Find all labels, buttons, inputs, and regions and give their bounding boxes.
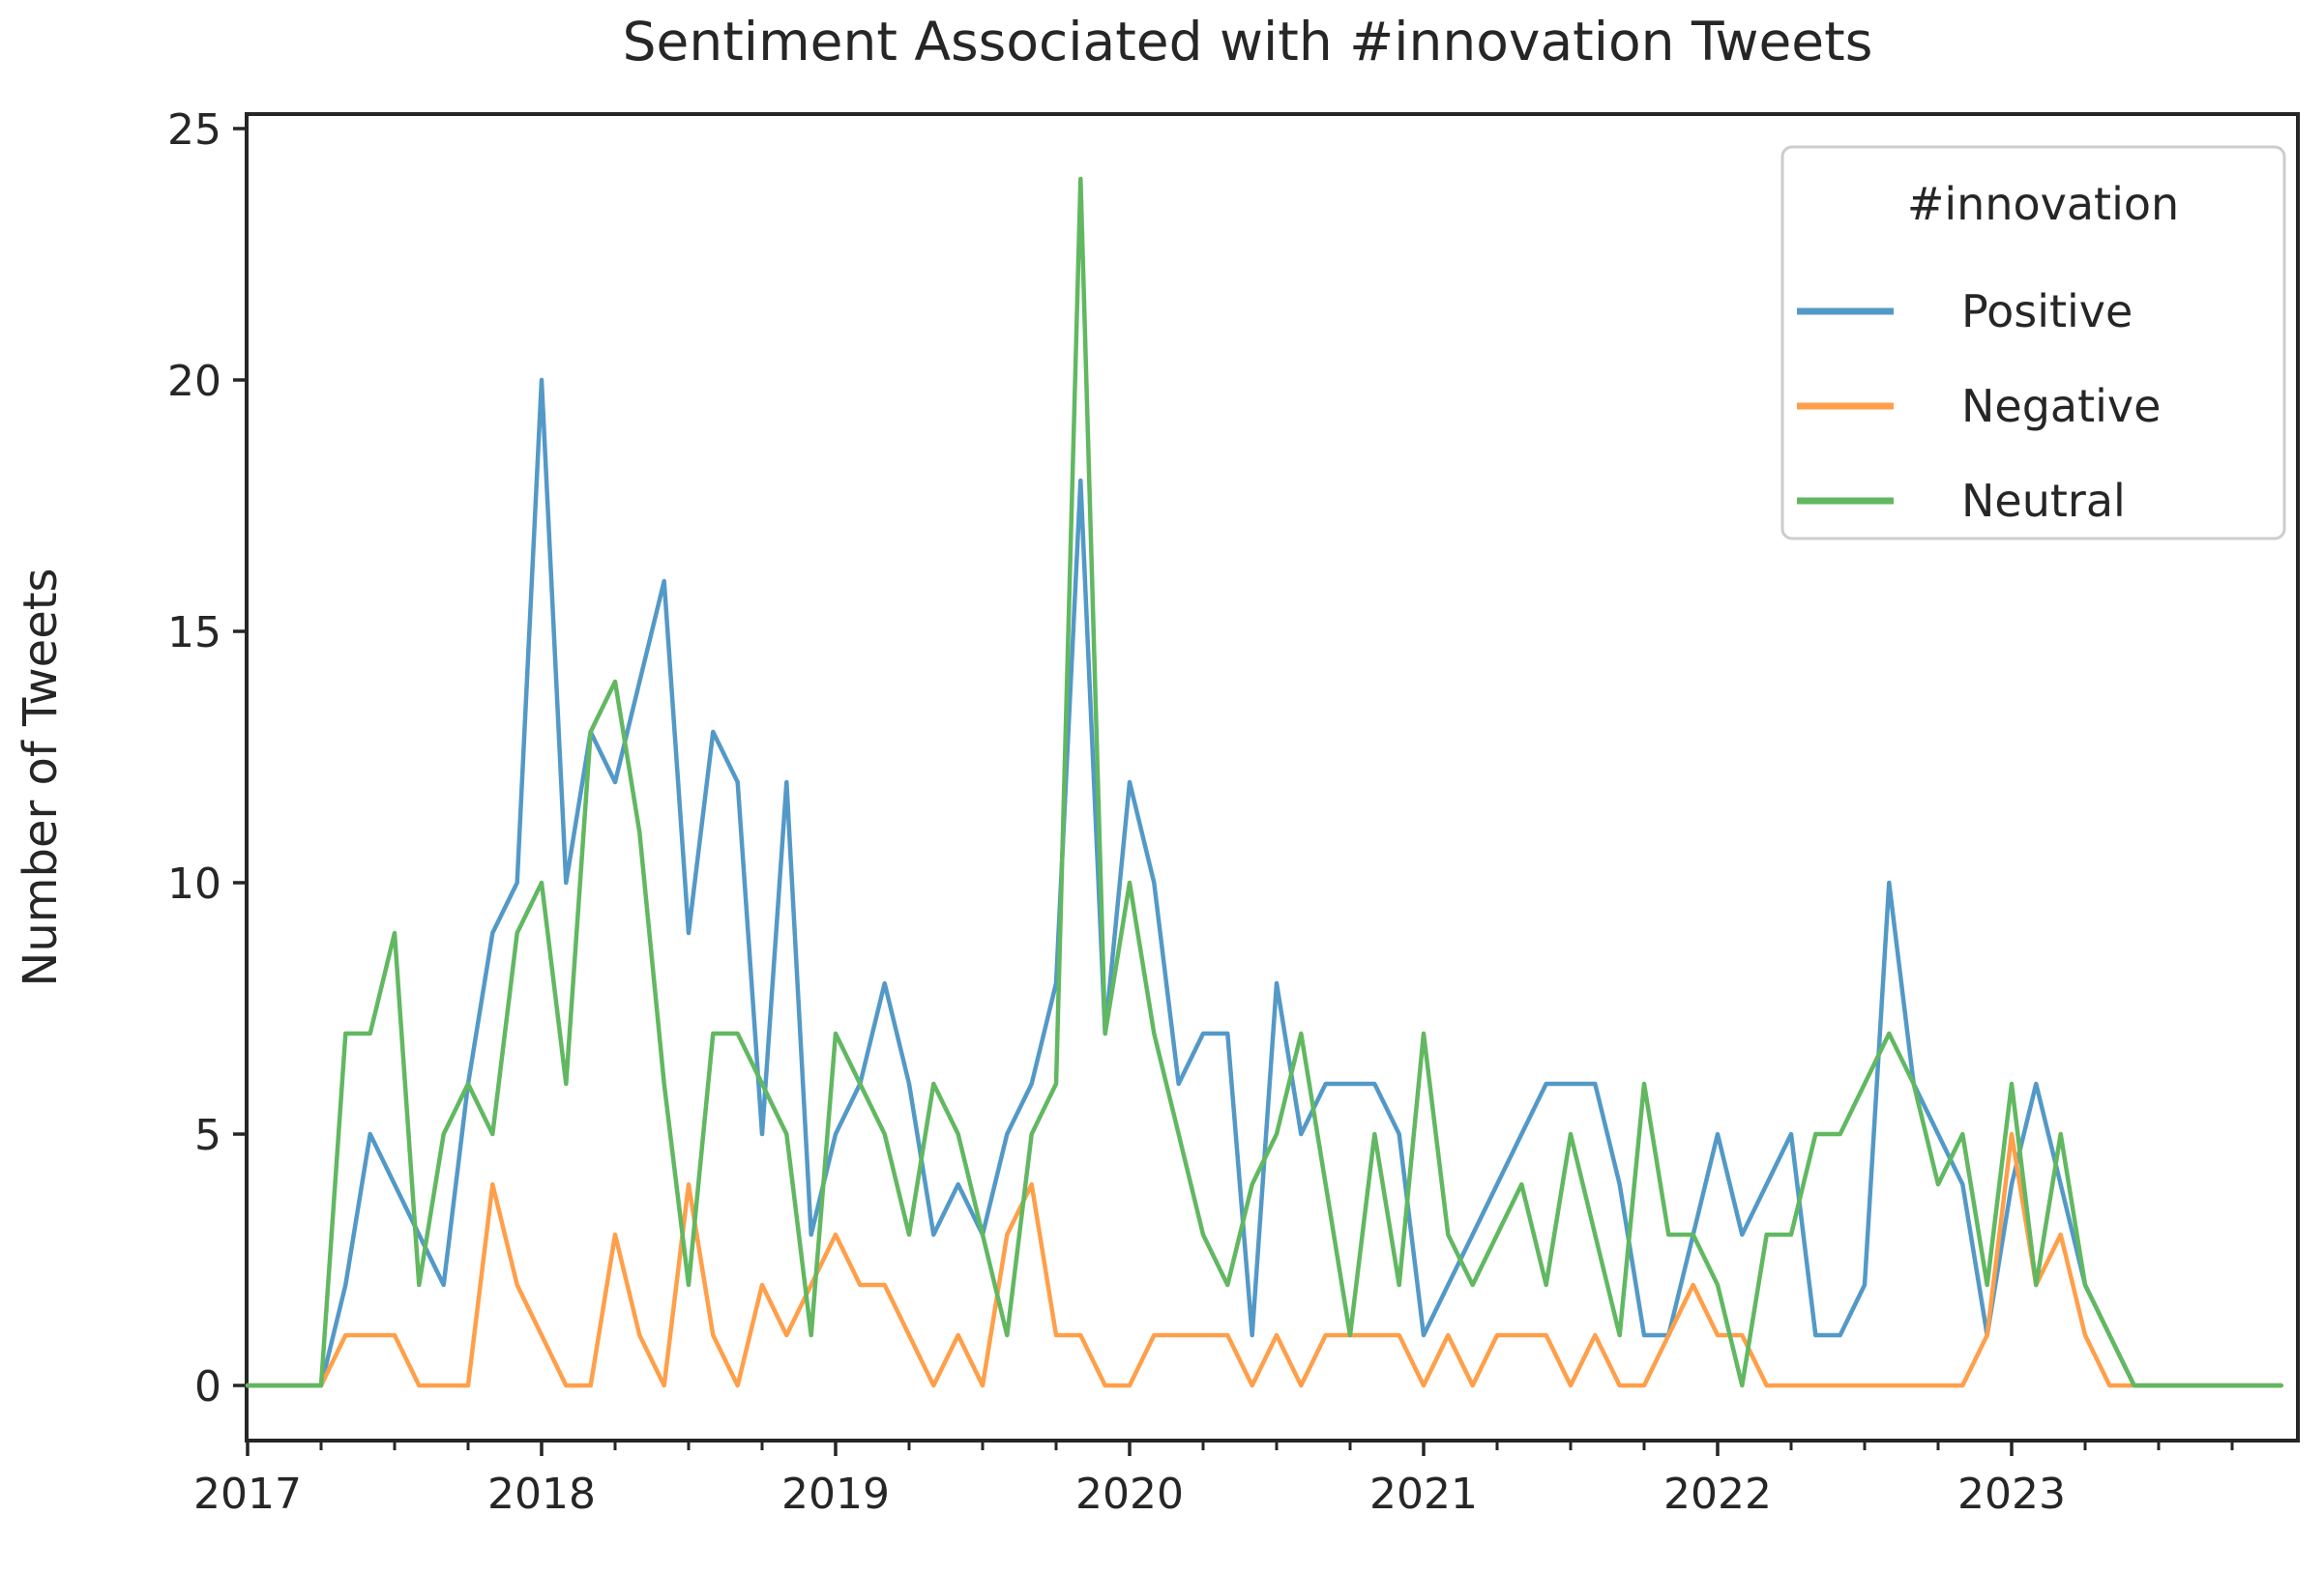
axis-tick-labels: 0 5 10 15 20 25 2017 2018 2019 2020 2021 2022 2023: [167, 105, 2066, 1519]
legend-title: #innovation: [1907, 178, 2179, 230]
x-tick-label: 2018: [487, 1470, 596, 1519]
y-tick-label: 0: [194, 1362, 221, 1412]
axis-ticks: [233, 127, 2234, 1456]
y-axis-label: Number of Tweets: [14, 568, 68, 986]
legend-box: [1780, 145, 2286, 540]
x-tick-label: 2020: [1075, 1470, 1184, 1519]
chart-title: Sentiment Associated with #innovation Tw…: [623, 11, 1873, 73]
plot-border: [245, 112, 2300, 1443]
axes-spines: [245, 112, 2300, 1443]
y-tick-label: 5: [194, 1111, 221, 1160]
x-tick-label: 2021: [1369, 1470, 1478, 1519]
series-negative-line: [245, 1131, 2283, 1388]
x-tick-label: 2022: [1663, 1470, 1772, 1519]
legend-label-negative: Negative: [1961, 380, 2161, 432]
legend-label-neutral: Neutral: [1961, 475, 2126, 527]
y-tick-label: 15: [167, 608, 221, 657]
y-tick-label: 25: [167, 105, 221, 155]
y-tick-label: 20: [167, 357, 221, 406]
x-tick-label: 2019: [781, 1470, 890, 1519]
x-tick-label: 2023: [1957, 1470, 2066, 1519]
x-tick-label: 2017: [193, 1470, 302, 1519]
legend: #innovation Positive Negative Neutral: [1780, 145, 2286, 540]
legend-label-positive: Positive: [1961, 285, 2133, 337]
data-series: [245, 176, 2283, 1388]
series-neutral-line: [245, 176, 2283, 1388]
y-tick-label: 10: [167, 860, 221, 909]
